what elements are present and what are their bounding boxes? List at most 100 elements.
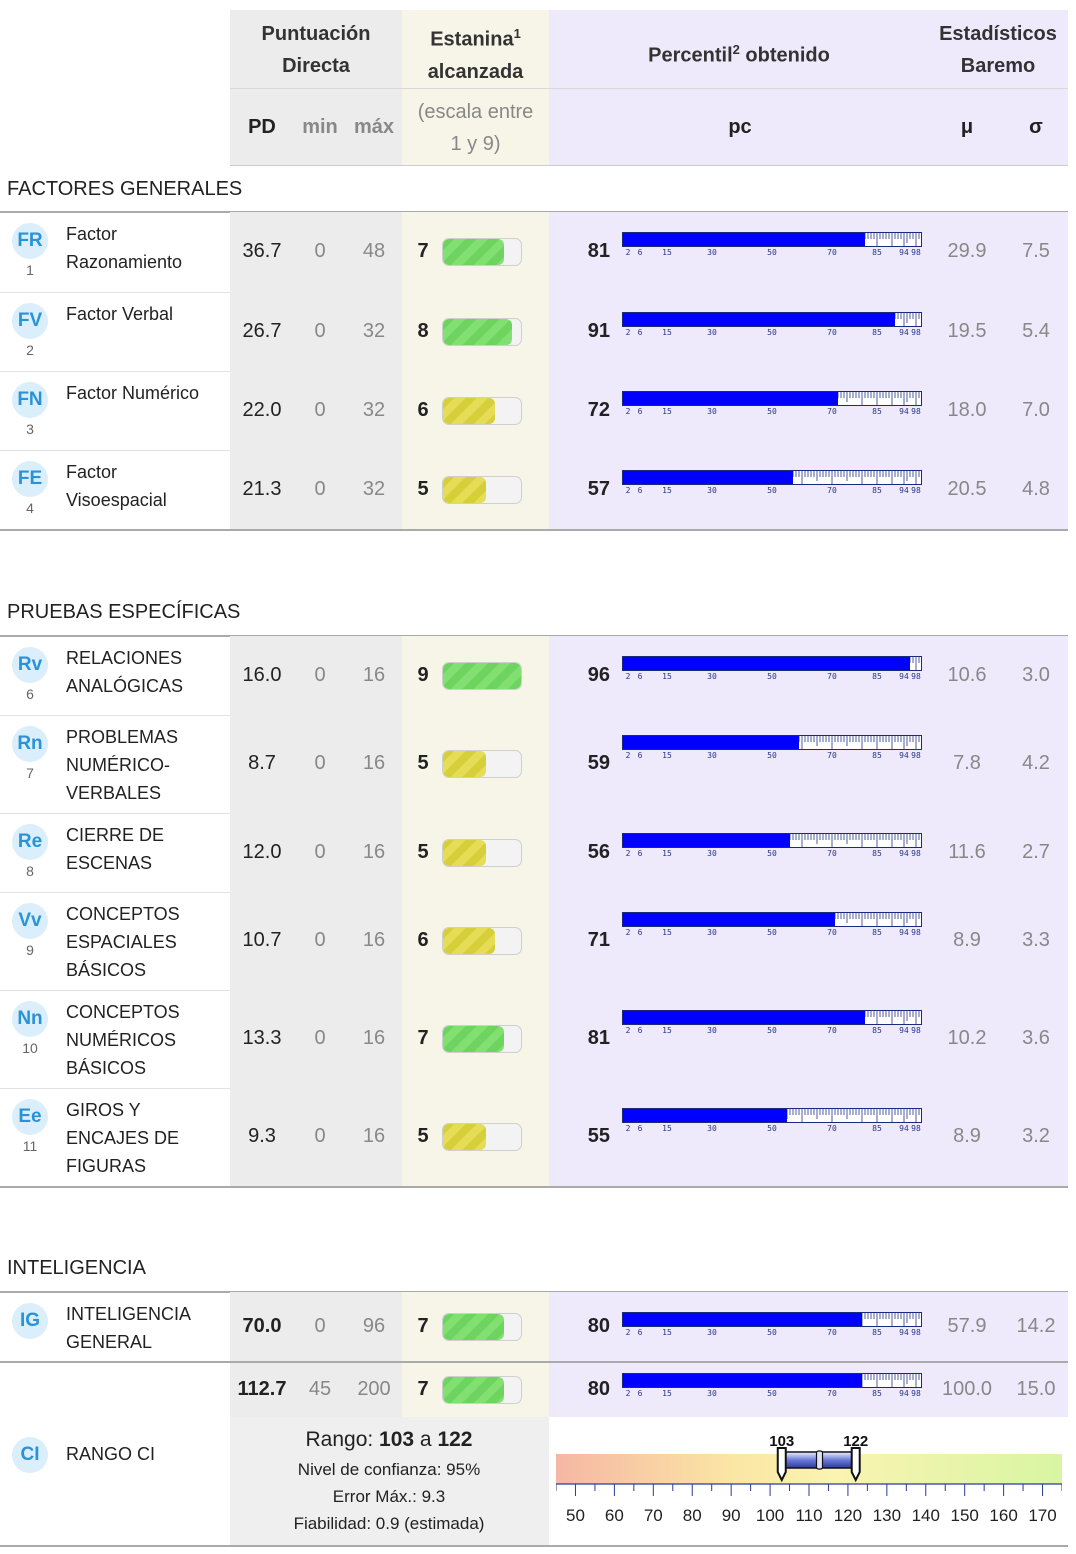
sigma-value: 2.7 bbox=[1022, 840, 1050, 863]
header-pd-title: Puntuación Directa bbox=[230, 18, 402, 82]
factor-number: 3 bbox=[26, 421, 34, 437]
percentile-tick-label: 94 bbox=[899, 328, 909, 337]
stanine-bar-fill bbox=[443, 1377, 504, 1403]
percentile-tick-label: 2 bbox=[626, 486, 631, 495]
ci-scale-label: 70 bbox=[644, 1506, 663, 1525]
section-title: PRUEBAS ESPECÍFICAS bbox=[7, 601, 241, 623]
percentile-tick-label: 6 bbox=[638, 328, 643, 337]
pd-value: 70.0 bbox=[242, 1314, 282, 1337]
percentile-tick-label: 30 bbox=[707, 407, 717, 416]
percentile-tick-label: 85 bbox=[872, 1328, 882, 1337]
mu-value: 8.9 bbox=[953, 929, 981, 951]
factor-number: 4 bbox=[26, 500, 34, 516]
percentile-tick-label: 50 bbox=[767, 1124, 777, 1133]
ci-scale-label: 80 bbox=[683, 1506, 702, 1525]
percentile-bar: 2 6 15 30 50 70 85 94 98 bbox=[622, 391, 922, 416]
mu-value: 10.6 bbox=[947, 663, 987, 686]
min-value: 0 bbox=[314, 398, 326, 421]
percentile-tick-label: 85 bbox=[872, 928, 882, 937]
percentile-tick-label: 50 bbox=[767, 751, 777, 760]
ci-scale-label: 90 bbox=[722, 1506, 741, 1525]
percentile-tick-label: 2 bbox=[626, 1124, 631, 1133]
percentile-bar-fill bbox=[623, 657, 910, 670]
percentile-tick-label: 15 bbox=[662, 407, 672, 416]
factor-badge-ee: Ee bbox=[12, 1099, 48, 1135]
ci-scale-label: 110 bbox=[795, 1506, 822, 1525]
percentile-tick-label: 70 bbox=[827, 248, 837, 257]
factor-badge-ig: IG bbox=[12, 1303, 48, 1339]
factor-name-line: BÁSICOS bbox=[66, 960, 147, 980]
percentile-tick-label: 50 bbox=[767, 672, 777, 681]
factor-name: CONCEPTOS ESPACIALES BÁSICOS bbox=[66, 900, 226, 984]
percentile-tick-label: 6 bbox=[638, 1328, 643, 1337]
percentile-value: 57 bbox=[587, 477, 610, 500]
percentile-tick-label: 85 bbox=[872, 1124, 882, 1133]
percentile-tick-label: 98 bbox=[911, 328, 921, 337]
percentile-tick-label: 94 bbox=[899, 1124, 909, 1133]
stanine-value: 5 bbox=[417, 752, 429, 774]
min-value: 0 bbox=[314, 1314, 326, 1337]
pd-column-band bbox=[230, 292, 402, 371]
sigma-value: 3.2 bbox=[1022, 1125, 1050, 1147]
percentile-tick-label: 94 bbox=[899, 486, 909, 495]
max-value: 200 bbox=[357, 1378, 391, 1400]
percentil-column-band bbox=[549, 450, 1068, 529]
ci-scale-label: 50 bbox=[566, 1506, 585, 1525]
sigma-value: 7.5 bbox=[1022, 240, 1050, 262]
ci-rango: Rango: 103 a 122 bbox=[230, 1428, 548, 1452]
ci-scale-label: 120 bbox=[834, 1506, 862, 1525]
stanine-value: 5 bbox=[417, 477, 429, 500]
percentile-bar-fill bbox=[623, 392, 838, 405]
pd-value: 22.0 bbox=[242, 398, 282, 421]
percentile-tick-label: 85 bbox=[872, 849, 882, 858]
ci-rango-label: Rango: bbox=[305, 1428, 380, 1451]
stanine-bar bbox=[442, 238, 522, 266]
stanine-bar bbox=[442, 750, 522, 778]
factor-name-line: GIROS Y bbox=[66, 1100, 141, 1120]
max-value: 16 bbox=[362, 840, 386, 863]
pd-column-band bbox=[230, 990, 402, 1088]
factor-name-line: CONCEPTOS bbox=[66, 1002, 180, 1022]
ci-text-band bbox=[230, 1417, 549, 1545]
percentile-tick-label: 50 bbox=[767, 1328, 777, 1337]
percentile-tick-label: 50 bbox=[767, 1389, 777, 1398]
ci-scale-label: 170 bbox=[1028, 1506, 1056, 1525]
stanine-value: 7 bbox=[417, 1378, 429, 1400]
factor-name: GIROS Y ENCAJES DE FIGURAS bbox=[66, 1096, 226, 1180]
percentile-bar-fill bbox=[623, 233, 865, 246]
percentile-value: 59 bbox=[587, 752, 610, 774]
percentile-tick-label: 98 bbox=[911, 751, 921, 760]
percentile-tick-label: 15 bbox=[662, 751, 672, 760]
factor-name: RANGO CI bbox=[66, 1444, 156, 1464]
factor-name-line: CONCEPTOS bbox=[66, 904, 180, 924]
stanine-bar bbox=[442, 1376, 522, 1404]
percentile-tick-label: 98 bbox=[911, 248, 921, 257]
section-bottom-line bbox=[0, 529, 1068, 531]
percentile-bar-fill bbox=[623, 1109, 787, 1122]
percentile-tick-label: 98 bbox=[911, 672, 921, 681]
percentile-bar: 2 6 15 30 50 70 85 94 98 bbox=[622, 1108, 922, 1133]
max-value: 16 bbox=[362, 752, 386, 774]
percentile-tick-label: 2 bbox=[626, 1026, 631, 1035]
percentile-value: 81 bbox=[587, 1027, 610, 1049]
factor-number: 9 bbox=[26, 942, 34, 958]
header-estad-line2: Baremo bbox=[960, 55, 1036, 77]
ci-error: Error Máx.: 9.3 bbox=[332, 1487, 446, 1506]
pd-value: 112.7 bbox=[237, 1378, 287, 1400]
percentil-column-band bbox=[549, 990, 1068, 1088]
pd-column-band bbox=[230, 1088, 402, 1186]
pd-column-band bbox=[230, 450, 402, 529]
factor-name-line: ESPACIALES bbox=[66, 932, 177, 952]
factor-name: Factor Razonamiento bbox=[66, 220, 226, 276]
sigma-value: 5.4 bbox=[1022, 319, 1050, 342]
percentile-tick-label: 30 bbox=[707, 1389, 717, 1398]
percentile-value: 81 bbox=[587, 240, 610, 262]
percentil-column-band bbox=[549, 892, 1068, 990]
ci-point-marker bbox=[815, 1450, 824, 1470]
percentil-column-band bbox=[549, 292, 1068, 371]
percentile-tick-label: 85 bbox=[872, 1026, 882, 1035]
stanine-value: 9 bbox=[417, 663, 429, 686]
percentile-tick-label: 70 bbox=[827, 1389, 837, 1398]
sigma-value: 4.8 bbox=[1022, 477, 1050, 500]
stanine-bar-fill bbox=[443, 928, 495, 954]
